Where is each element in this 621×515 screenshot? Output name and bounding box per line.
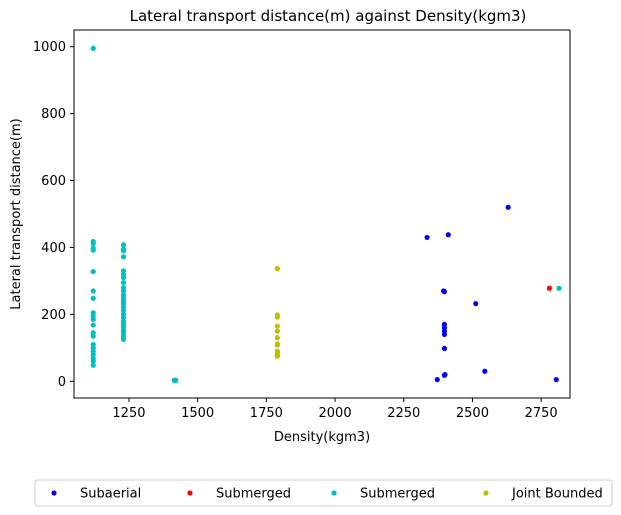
legend: Subaerial Submerged Submerged Joint Bounded — [34, 479, 613, 507]
x-tick-label: 1500 — [181, 406, 214, 421]
x-tick-label: 2250 — [387, 406, 420, 421]
data-point — [173, 377, 179, 383]
data-point — [441, 345, 448, 352]
data-point — [120, 336, 127, 343]
legend-label: Submerged — [216, 487, 291, 502]
data-point — [274, 265, 280, 272]
data-point — [556, 285, 562, 291]
series-joint-bounded — [274, 265, 280, 359]
y-tick-label: 600 — [41, 174, 66, 189]
data-point — [434, 377, 440, 383]
data-point — [90, 247, 96, 253]
data-point — [90, 362, 96, 368]
series-submerged — [90, 45, 562, 384]
x-tick-label: 2500 — [456, 406, 489, 421]
data-point — [473, 301, 479, 307]
data-point — [120, 254, 127, 260]
y-tick-label: 400 — [41, 241, 66, 256]
legend-item: Submerged — [187, 487, 291, 502]
x-tick-label: 1750 — [250, 406, 283, 421]
data-point — [424, 234, 430, 241]
data-point — [90, 333, 96, 339]
legend-item: Subaerial — [51, 487, 141, 502]
data-point — [274, 353, 280, 359]
plot-area — [73, 29, 571, 399]
legend-box — [34, 479, 613, 507]
data-point — [274, 314, 280, 320]
data-point — [90, 358, 96, 364]
data-point — [120, 288, 127, 294]
x-tick-label: 2750 — [525, 406, 558, 421]
data-point — [90, 240, 96, 247]
data-point — [274, 335, 280, 341]
data-point — [482, 368, 488, 374]
series-subaerial — [424, 204, 559, 383]
data-point — [546, 285, 552, 291]
y-axis-label: Lateral transport distance(m) — [9, 118, 24, 309]
data-point — [90, 268, 96, 275]
data-point — [553, 377, 559, 383]
x-tick-label: 2000 — [319, 406, 352, 421]
data-point — [90, 45, 96, 52]
data-point — [120, 279, 127, 286]
data-point — [274, 342, 280, 348]
legend-marker — [483, 490, 489, 496]
y-tick-label: 800 — [41, 107, 66, 122]
data-point — [441, 289, 448, 295]
data-point — [90, 288, 96, 294]
data-points — [90, 45, 562, 384]
x-axis: 1250 1500 1750 2000 2250 2500 2750 — [112, 398, 558, 421]
data-point — [90, 295, 96, 301]
y-tick-label: 0 — [58, 375, 66, 390]
y-tick-label: 200 — [41, 308, 66, 323]
legend-item: Joint Bounded — [483, 487, 603, 502]
data-point — [120, 248, 127, 254]
chart-title: Lateral transport distance(m) against De… — [130, 7, 527, 25]
legend-label: Joint Bounded — [511, 487, 603, 502]
legend-marker — [187, 490, 193, 496]
data-point — [274, 323, 280, 329]
data-point — [505, 204, 511, 210]
y-axis: 0 200 400 600 800 1000 — [33, 40, 74, 390]
series-submerged — [546, 285, 552, 291]
legend-marker — [51, 490, 57, 496]
data-point — [90, 351, 96, 358]
data-point — [120, 242, 127, 248]
y-tick-label: 1000 — [33, 40, 66, 55]
data-point — [120, 307, 127, 313]
data-point — [442, 371, 448, 378]
legend-label: Subaerial — [80, 487, 141, 502]
legend-label: Submerged — [360, 487, 435, 502]
x-axis-label: Density(kgm3) — [274, 430, 370, 445]
data-point — [120, 274, 127, 281]
data-point — [90, 316, 96, 322]
data-point — [441, 331, 448, 338]
legend-marker — [331, 490, 337, 496]
x-tick-label: 1250 — [112, 406, 145, 421]
data-point — [90, 322, 96, 328]
data-point — [445, 232, 451, 238]
legend-item: Submerged — [331, 487, 435, 502]
data-point — [274, 328, 280, 334]
